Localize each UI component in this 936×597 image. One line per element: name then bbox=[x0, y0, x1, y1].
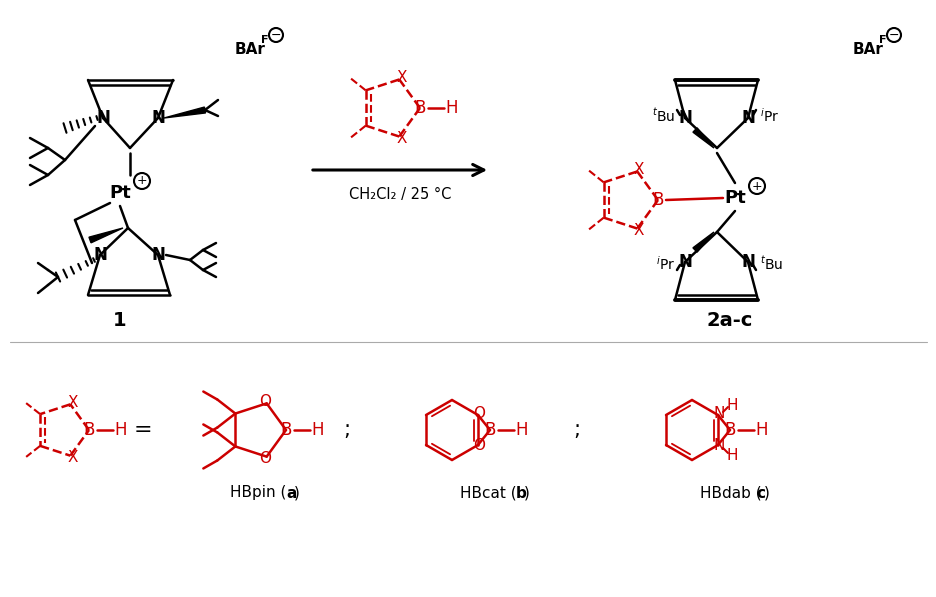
Text: $^t$Bu: $^t$Bu bbox=[759, 255, 782, 273]
Text: O: O bbox=[258, 451, 271, 466]
Text: a: a bbox=[285, 485, 296, 500]
Text: 1: 1 bbox=[113, 310, 126, 330]
Text: X: X bbox=[634, 162, 644, 177]
Polygon shape bbox=[89, 228, 123, 243]
Text: H: H bbox=[114, 421, 127, 439]
Text: ): ) bbox=[294, 485, 300, 500]
Text: +: + bbox=[751, 180, 762, 192]
Text: H: H bbox=[755, 421, 768, 439]
Text: $^i$Pr: $^i$Pr bbox=[759, 107, 779, 125]
Text: F: F bbox=[878, 35, 885, 45]
Text: X: X bbox=[67, 395, 78, 410]
Text: N: N bbox=[740, 109, 754, 127]
Text: −: − bbox=[271, 29, 281, 42]
Polygon shape bbox=[693, 128, 713, 148]
Text: X: X bbox=[397, 70, 407, 85]
Text: B: B bbox=[414, 99, 425, 117]
Text: =: = bbox=[134, 420, 153, 440]
Text: N: N bbox=[712, 439, 724, 454]
Text: $^i$Pr: $^i$Pr bbox=[655, 255, 674, 273]
Text: N: N bbox=[678, 109, 691, 127]
Text: B: B bbox=[83, 421, 95, 439]
Text: B: B bbox=[280, 421, 291, 439]
Text: c: c bbox=[755, 485, 764, 500]
Text: X: X bbox=[634, 223, 644, 238]
Polygon shape bbox=[164, 107, 205, 118]
Text: BAr: BAr bbox=[852, 42, 883, 57]
Text: F: F bbox=[261, 35, 269, 45]
Text: HBcat (: HBcat ( bbox=[460, 485, 516, 500]
Text: Pt: Pt bbox=[109, 184, 131, 202]
Text: +: + bbox=[137, 174, 147, 187]
Text: H: H bbox=[446, 99, 458, 117]
Text: b: b bbox=[516, 485, 526, 500]
Text: ): ) bbox=[523, 485, 530, 500]
Text: O: O bbox=[258, 394, 271, 409]
Text: Pt: Pt bbox=[724, 189, 745, 207]
Text: HBpin (: HBpin ( bbox=[229, 485, 286, 500]
Text: X: X bbox=[397, 131, 407, 146]
Text: 2a-c: 2a-c bbox=[706, 310, 753, 330]
Text: B: B bbox=[484, 421, 495, 439]
Text: $^t$Bu: $^t$Bu bbox=[651, 107, 674, 125]
Text: CH₂Cl₂ / 25 °C: CH₂Cl₂ / 25 °C bbox=[348, 187, 451, 202]
Text: ;: ; bbox=[573, 420, 580, 440]
Text: N: N bbox=[678, 253, 691, 271]
Text: N: N bbox=[93, 246, 107, 264]
Text: H: H bbox=[725, 398, 737, 413]
Text: −: − bbox=[888, 29, 899, 42]
Text: N: N bbox=[96, 109, 110, 127]
Text: O: O bbox=[473, 407, 485, 421]
Text: ;: ; bbox=[344, 420, 350, 440]
Text: H: H bbox=[312, 421, 324, 439]
Text: B: B bbox=[724, 421, 735, 439]
Text: O: O bbox=[473, 439, 485, 454]
Text: BAr: BAr bbox=[235, 42, 266, 57]
Text: N: N bbox=[740, 253, 754, 271]
Text: N: N bbox=[151, 246, 165, 264]
Text: X: X bbox=[67, 450, 78, 465]
Text: H: H bbox=[515, 421, 528, 439]
Text: H: H bbox=[725, 448, 737, 463]
Text: HBdab (: HBdab ( bbox=[699, 485, 761, 500]
Text: N: N bbox=[151, 109, 165, 127]
Text: ): ) bbox=[763, 485, 769, 500]
Polygon shape bbox=[693, 232, 713, 252]
Text: B: B bbox=[651, 191, 663, 209]
Text: N: N bbox=[712, 407, 724, 421]
